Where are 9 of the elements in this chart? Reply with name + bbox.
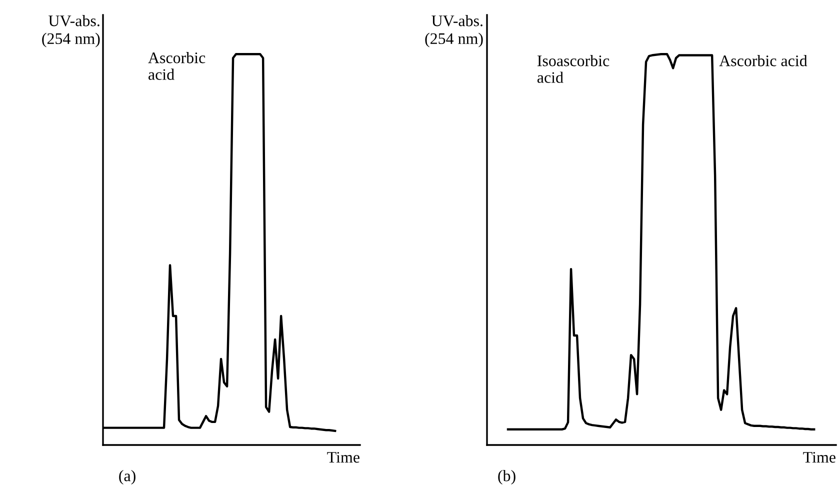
x-axis-title: Time: [327, 452, 360, 463]
y-axis-title: UV-abs. (254 nm): [42, 15, 100, 48]
annotation: Ascorbic acid: [148, 52, 206, 80]
text: (a): [119, 470, 136, 484]
text: (b): [498, 470, 516, 484]
annotation: Isoascorbic acid: [537, 54, 610, 83]
y-axis-title: UV-abs. (254 nm): [425, 15, 483, 48]
x-axis-title: Time: [803, 452, 836, 463]
annotation: Ascorbic acid: [719, 54, 808, 66]
